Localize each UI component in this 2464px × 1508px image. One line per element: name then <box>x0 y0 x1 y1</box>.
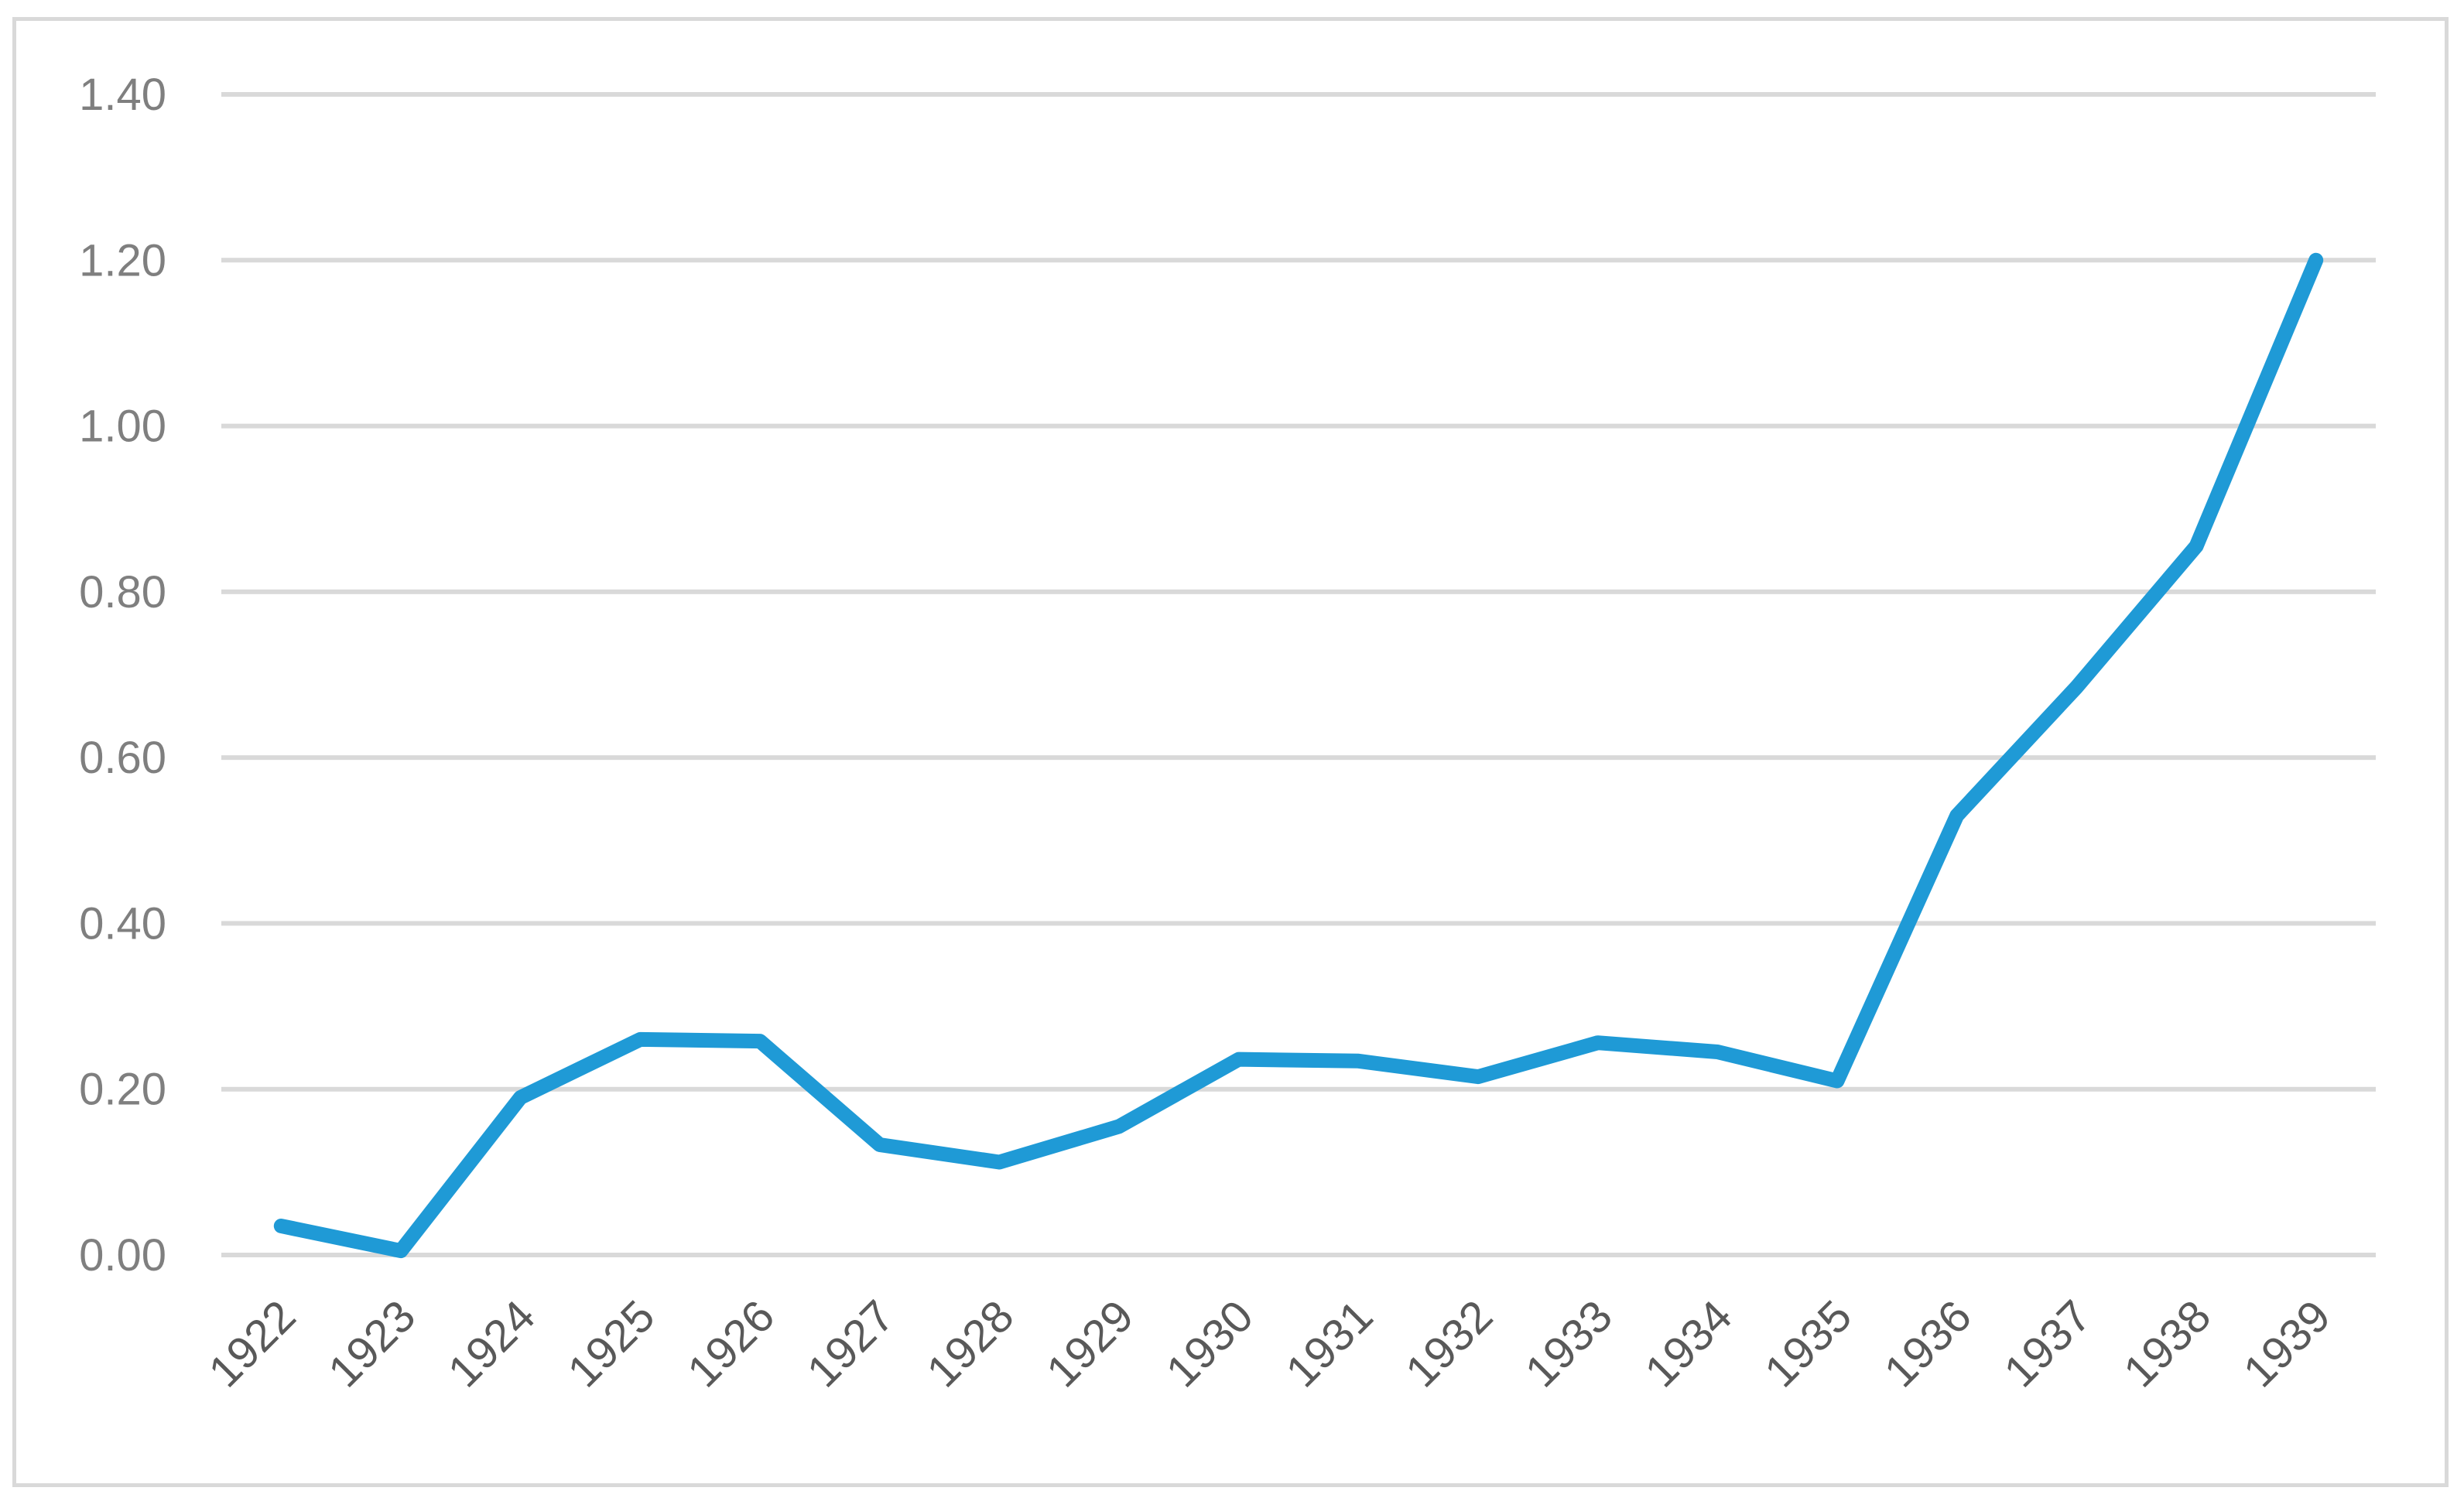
x-tick-label: 1931 <box>1276 1291 1382 1397</box>
x-tick-label: 1926 <box>678 1291 784 1397</box>
x-tick-label: 1927 <box>798 1291 904 1397</box>
y-tick-label: 0.80 <box>79 567 166 617</box>
x-tick-label: 1939 <box>2234 1291 2340 1397</box>
y-tick-label: 0.00 <box>79 1230 166 1281</box>
y-tick-label: 1.20 <box>79 235 166 286</box>
x-tick-label: 1934 <box>1635 1291 1741 1397</box>
series-lines <box>273 252 2324 1259</box>
x-tick-label: 1936 <box>1875 1291 1981 1397</box>
series-line <box>273 252 2324 1259</box>
y-tick-label: 0.60 <box>79 733 166 783</box>
x-tick-label: 1938 <box>2114 1291 2220 1397</box>
y-tick-label: 0.20 <box>79 1065 166 1115</box>
x-tick-label: 1929 <box>1037 1291 1143 1397</box>
y-axis-tick-labels: 0.00 0.20 0.40 0.60 0.80 1.00 1.20 1.40 <box>79 70 166 1281</box>
y-tick-label: 0.40 <box>79 898 166 949</box>
x-tick-label: 1928 <box>917 1291 1023 1397</box>
x-tick-label: 1935 <box>1755 1291 1861 1397</box>
x-tick-label: 1932 <box>1396 1291 1502 1397</box>
x-tick-label: 1937 <box>1994 1291 2100 1397</box>
x-tick-label: 1930 <box>1157 1291 1263 1397</box>
x-tick-label: 1925 <box>558 1291 664 1397</box>
y-tick-label: 1.00 <box>79 402 166 452</box>
x-tick-label: 1923 <box>319 1291 425 1397</box>
x-tick-label: 1922 <box>199 1291 305 1397</box>
gridlines <box>221 92 2376 1257</box>
y-tick-label: 1.40 <box>79 70 166 120</box>
x-tick-label: 1924 <box>439 1291 545 1397</box>
x-tick-label: 1933 <box>1516 1291 1622 1397</box>
x-axis-tick-labels: 1922 1923 1924 1925 1926 1927 1928 1929 1930 1931… <box>199 1291 2340 1397</box>
